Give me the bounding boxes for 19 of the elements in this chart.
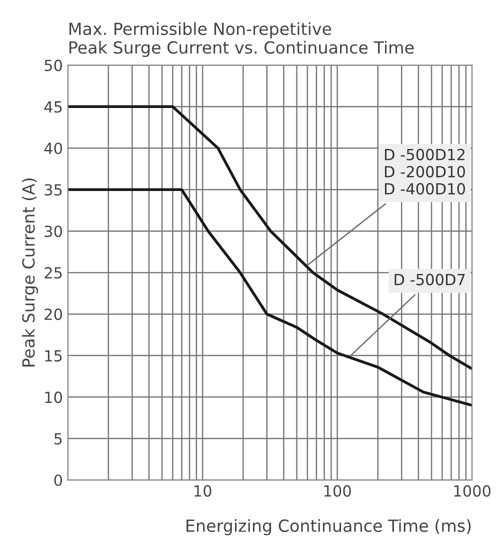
x-tick-label: 100 <box>324 485 351 497</box>
y-tick-label: 10 <box>45 392 62 404</box>
y-tick-label: 15 <box>45 350 62 362</box>
y-tick-label: 20 <box>44 308 62 320</box>
annotation: D -500D12 D -200D10 D -400D10 <box>384 148 465 195</box>
y-tick-label: 5 <box>54 433 62 445</box>
x-axis-title: Energizing Continuance Time (ms) <box>186 519 471 536</box>
chart-title: Max. Permissible Non-repetitive Peak Surge Current vs. Continuance Time <box>70 22 414 58</box>
y-tick-label: 30 <box>44 226 62 238</box>
y-tick-label: 35 <box>44 184 62 196</box>
y-tick-label: 25 <box>44 267 62 279</box>
y-tick-label: 0 <box>54 474 62 486</box>
x-tick-label: 1000 <box>454 485 490 497</box>
x-tick-label: 10 <box>194 485 212 497</box>
y-tick-label: 50 <box>44 60 62 72</box>
y-axis-title: Peak Surge Current (A) <box>22 178 38 366</box>
y-tick-label: 40 <box>44 142 62 154</box>
annotation: D -500D7 <box>394 274 465 286</box>
y-tick-label: 45 <box>44 101 62 113</box>
